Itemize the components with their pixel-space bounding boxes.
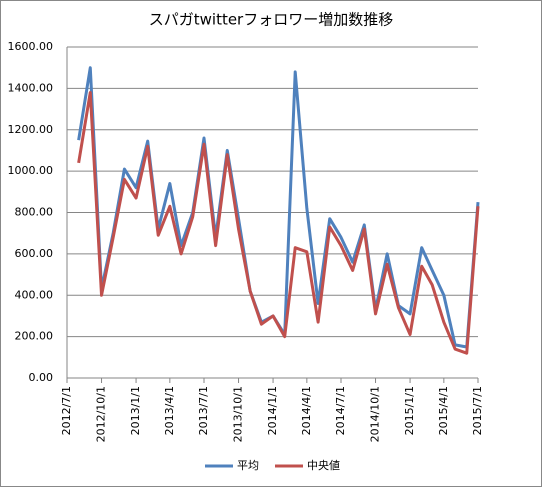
x-tick-label: 2015/7/1 (471, 386, 484, 435)
legend-label: 中央値 (307, 459, 340, 472)
y-tick-label: 1200.00 (8, 123, 54, 136)
x-tick-label: 2013/10/1 (232, 386, 245, 442)
x-tick-label: 2014/7/1 (334, 386, 347, 435)
y-tick-label: 400.00 (15, 288, 54, 301)
y-tick-label: 800.00 (15, 206, 54, 219)
x-tick-label: 2012/10/1 (95, 386, 108, 442)
y-tick-label: 0.00 (29, 371, 54, 384)
x-tick-label: 2014/10/1 (369, 386, 382, 442)
x-tick-label: 2012/7/1 (60, 386, 73, 435)
legend-label: 平均 (237, 459, 259, 472)
line-series (77, 91, 480, 355)
x-tick-label: 2014/1/1 (266, 386, 279, 435)
x-tick-label: 2014/4/1 (300, 386, 313, 435)
x-tick-label: 2015/4/1 (437, 386, 450, 435)
y-tick-label: 600.00 (15, 247, 54, 260)
x-tick-label: 2013/7/1 (197, 386, 210, 435)
y-tick-label: 1400.00 (8, 81, 54, 94)
y-tick-label: 200.00 (15, 330, 54, 343)
y-tick-label: 1600.00 (8, 40, 54, 53)
x-tick-label: 2013/4/1 (163, 386, 176, 435)
chart-title: スパガtwitterフォロワー増加数推移 (149, 11, 393, 29)
x-tick-label: 2015/1/1 (403, 386, 416, 435)
y-tick-label: 1000.00 (8, 164, 54, 177)
x-tick-label: 2013/1/1 (129, 386, 142, 435)
